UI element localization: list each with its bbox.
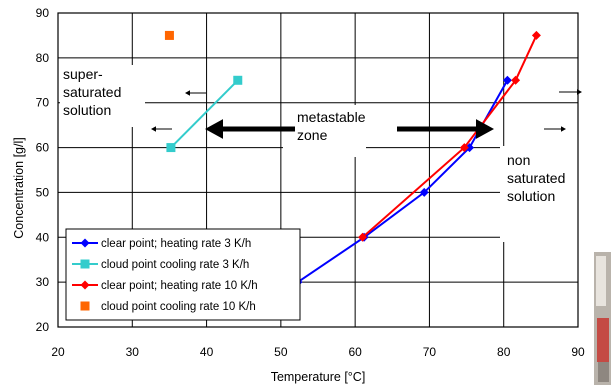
legend: clear point; heating rate 3 K/h cloud poi… <box>65 228 301 321</box>
plot-area-frame <box>57 12 579 328</box>
arrow-right-small-head <box>577 89 582 95</box>
annotation-backgrounds <box>60 65 578 242</box>
annotation-metastable: metastable zone <box>297 109 366 143</box>
annotation-background <box>283 105 366 157</box>
legend-label: cloud point cooling rate 10 K/h <box>101 301 256 313</box>
photo-fragment <box>594 252 611 385</box>
legend-marker <box>80 301 90 311</box>
x-tick-label: 30 <box>126 345 140 359</box>
legend-marker <box>80 259 90 269</box>
y-tick-label: 30 <box>36 275 50 289</box>
annotation-line: solution <box>507 188 555 204</box>
tick-labels: 20 30 40 50 60 70 80 90 20 30 40 50 60 70 80 90 <box>36 6 585 359</box>
x-axis-label: Temperature [°C] <box>271 370 366 384</box>
annotation-background <box>60 65 145 127</box>
annotation-line: super- <box>63 66 103 82</box>
arrow-left-large-head <box>205 119 223 139</box>
series-4 <box>164 30 174 40</box>
data-point <box>511 75 521 85</box>
legend-item: clear point; heating rate 3 K/h <box>72 238 251 250</box>
annotation-background <box>500 146 578 242</box>
data-point <box>419 187 429 197</box>
arrow-left-small-head <box>151 126 156 132</box>
data-point <box>531 30 541 40</box>
annotation-super: super-saturated solution <box>63 66 121 118</box>
y-tick-label: 60 <box>36 141 50 155</box>
annotation-line: saturated <box>63 84 121 100</box>
x-tick-label: 60 <box>348 345 362 359</box>
data-point <box>164 30 174 40</box>
y-tick-label: 70 <box>36 96 50 110</box>
data-point <box>459 143 469 153</box>
legend-item: clear point; heating rate 10 K/h <box>72 280 258 292</box>
legend-marker <box>80 238 90 248</box>
arrow-right-large-head <box>476 119 494 139</box>
y-tick-label: 80 <box>36 51 50 65</box>
series-3 <box>358 30 541 242</box>
y-axis-label: Concentration [g/l] <box>12 137 26 238</box>
y-tick-label: 40 <box>36 230 50 244</box>
legend-box <box>65 228 301 321</box>
legend-label: clear point; heating rate 10 K/h <box>101 280 258 292</box>
annotations: super-saturated solution metastable zone non… <box>63 66 565 204</box>
series-line <box>361 34 538 239</box>
data-point <box>502 75 512 85</box>
annotation-line: zone <box>297 127 328 143</box>
x-tick-label: 70 <box>423 345 437 359</box>
annotation-line: metastable <box>297 109 366 125</box>
legend-label: cloud point cooling rate 3 K/h <box>101 259 249 271</box>
annotation-non: non saturated solution <box>507 152 565 204</box>
x-tick-label: 90 <box>571 345 585 359</box>
y-tick-label: 50 <box>36 185 50 199</box>
arrow-right-small-head <box>561 126 566 132</box>
x-tick-label: 20 <box>51 345 65 359</box>
annotation-line: solution <box>63 102 111 118</box>
plot-border <box>57 12 579 328</box>
series-2 <box>166 75 243 153</box>
arrows <box>151 89 582 139</box>
series-line <box>170 79 239 149</box>
annotation-line: saturated <box>507 170 565 186</box>
annotation-line: non <box>507 152 530 168</box>
x-tick-label: 40 <box>200 345 214 359</box>
x-tick-label: 80 <box>497 345 511 359</box>
y-tick-label: 90 <box>36 6 50 20</box>
legend-label: clear point; heating rate 3 K/h <box>101 238 251 250</box>
legend-item: cloud point cooling rate 3 K/h <box>72 259 249 271</box>
x-tick-label: 50 <box>274 345 288 359</box>
data-point <box>358 232 368 242</box>
data-point <box>233 75 243 85</box>
arrow-left-small-head <box>185 90 190 96</box>
legend-item: cloud point cooling rate 10 K/h <box>80 301 256 313</box>
y-tick-label: 20 <box>36 320 50 334</box>
data-point <box>166 143 176 153</box>
legend-marker <box>80 280 90 290</box>
